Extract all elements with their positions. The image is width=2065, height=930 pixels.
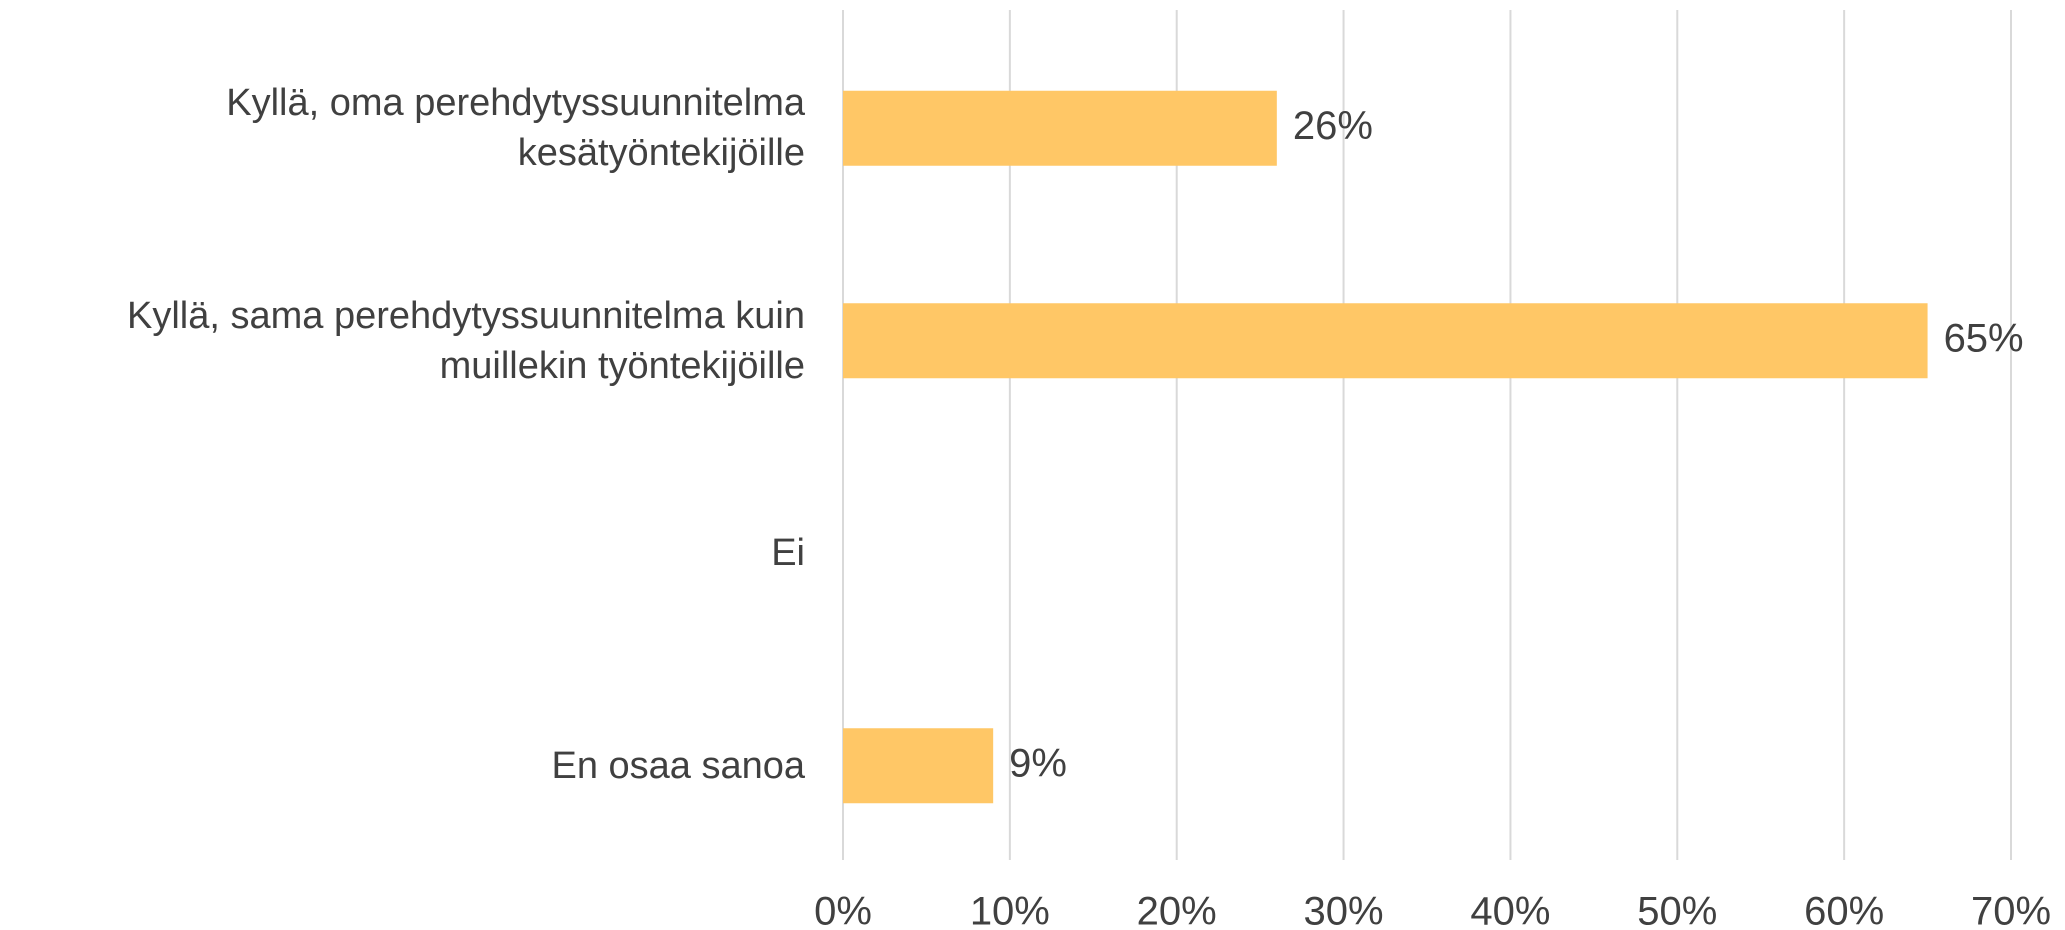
x-tick-label: 30% (1304, 890, 1384, 930)
data-label: 26% (1293, 104, 1373, 148)
x-tick-label: 60% (1804, 890, 1884, 930)
category-label: Kyllä, sama perehdytyssuunnitelma kuin m… (126, 294, 805, 387)
bar (843, 90, 1277, 166)
x-tick-label: 20% (1137, 890, 1217, 930)
x-tick-label: 50% (1637, 890, 1717, 930)
x-tick-label: 10% (970, 890, 1050, 930)
bar (843, 303, 1928, 379)
x-tick-label: 70% (1971, 890, 2051, 930)
x-tick-label: 40% (1470, 890, 1550, 930)
category-label: En osaa sanoa (551, 744, 805, 787)
x-tick-label: 0% (814, 890, 872, 930)
category-label: Ei (771, 532, 805, 575)
category-label: Kyllä, oma perehdytyssuunnitelma kesätyö… (226, 82, 805, 175)
bar (843, 728, 994, 804)
data-label: 9% (1009, 741, 1067, 785)
data-label: 65% (1944, 316, 2024, 360)
